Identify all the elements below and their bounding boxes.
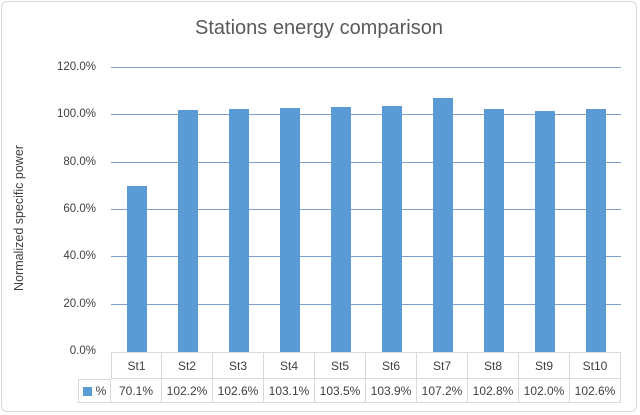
table-header-cell-St10: St10	[570, 352, 621, 379]
bar-St10	[585, 109, 606, 352]
y-axis-tick-label: 60.0%	[63, 203, 96, 215]
legend-label: %	[95, 384, 107, 398]
bar-St5	[330, 107, 351, 352]
data-table: St1 St2 St3 St4 St5 St6 St7 St8 St9 St10% 70.1% 102…	[78, 352, 621, 403]
table-value-cell-St4: 103.1%	[264, 379, 315, 403]
y-axis-tick-labels: 0.0% 20.0% 40.0% 60.0% 80.0% 100.0% 120.0%	[2, 61, 102, 357]
bar-St8	[483, 108, 504, 352]
plot-area	[111, 67, 621, 352]
table-value-cell-St3: 102.6%	[213, 379, 264, 403]
table-value-cell-St8: 102.8%	[468, 379, 519, 403]
table-header-cell-St1: St1	[111, 352, 162, 379]
gridline	[111, 161, 621, 163]
legend-cell: %	[78, 379, 111, 403]
y-axis-tick-label: 0.0%	[69, 345, 96, 357]
table-value-cell-St6: 103.9%	[366, 379, 417, 403]
bar-St6	[381, 106, 402, 352]
bar-St4	[279, 108, 300, 352]
table-header-cell-St4: St4	[264, 352, 315, 379]
gridline	[111, 256, 621, 258]
table-header-cell-St3: St3	[213, 352, 264, 379]
legend-swatch-icon	[82, 386, 92, 396]
gridline	[111, 303, 621, 305]
table-header-cell-St9: St9	[519, 352, 570, 379]
chart-title: Stations energy comparison	[195, 17, 443, 39]
table-header-cell-St8: St8	[468, 352, 519, 379]
gridline	[111, 67, 621, 68]
bar-St2	[177, 110, 198, 352]
table-corner-cell	[78, 352, 111, 379]
y-axis-tick-label: 40.0%	[63, 250, 96, 263]
table-header-cell-St2: St2	[162, 352, 213, 379]
y-axis-tick-label: 80.0%	[63, 155, 96, 168]
bar-St1	[126, 186, 147, 352]
table-value-cell-St5: 103.5%	[315, 379, 366, 403]
bar-St7	[432, 98, 453, 352]
y-axis-tick-label: 20.0%	[63, 297, 96, 310]
y-axis-tick-label: 120.0%	[56, 61, 96, 73]
bar-St9	[534, 110, 555, 352]
bar-St3	[228, 109, 249, 352]
table-value-cell-St7: 107.2%	[417, 379, 468, 403]
table-header-cell-St7: St7	[417, 352, 468, 379]
table-value-cell-St2: 102.2%	[162, 379, 213, 403]
table-value-cell-St9: 102.0%	[519, 379, 570, 403]
gridline	[111, 209, 621, 210]
gridline	[111, 114, 621, 116]
table-value-cell-St10: 102.6%	[570, 379, 621, 403]
table-header-cell-St5: St5	[315, 352, 366, 379]
table-header-cell-St6: St6	[366, 352, 417, 379]
table-value-cell-St1: 70.1%	[111, 379, 162, 403]
y-axis-tick-label: 100.0%	[56, 108, 96, 121]
